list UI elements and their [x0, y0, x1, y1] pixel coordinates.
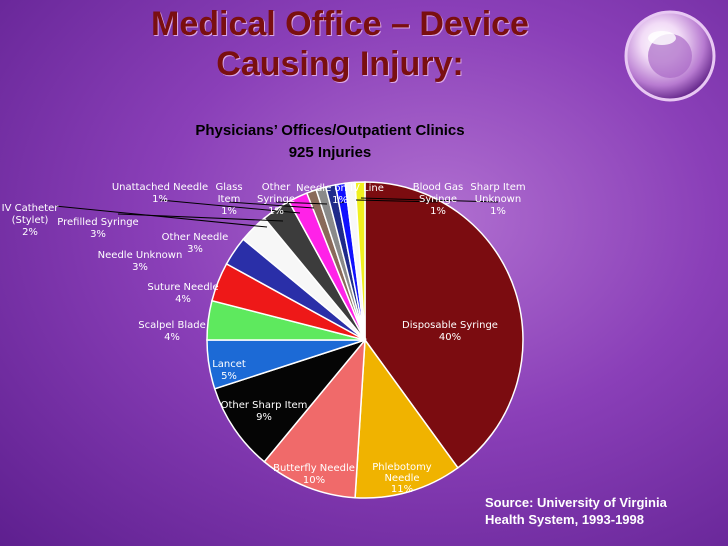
source-line2: Health System, 1993-1998: [485, 512, 644, 527]
leader-line: [228, 201, 315, 209]
slice-label-lancet: Lancet 5%: [212, 359, 246, 382]
slice-label-blood-gas-syringe: Blood Gas Syringe 1%: [413, 182, 464, 217]
slice-label-other-syringe: Other Syringe 1%: [257, 182, 295, 217]
leader-line: [117, 213, 284, 222]
slice-label-suture-needle: Suture Needle 4%: [147, 282, 218, 305]
source-note: Source: University of Virginia Health Sy…: [485, 494, 667, 528]
leader-line: [339, 201, 345, 204]
leader-line: [54, 205, 268, 228]
pie-slice-disposable-syringe: [364, 181, 524, 469]
slice-label-prefilled-syringe: Prefilled Syringe 3%: [57, 217, 138, 240]
slice-label-sharp-item-unknown: Sharp Item Unknown 1%: [470, 182, 525, 217]
leader-line: [275, 201, 328, 205]
chart-title: Physicians’ Offices/Outpatient Clinics: [195, 122, 464, 139]
pie-slice-sharp-item-unknown: [354, 181, 366, 341]
leader-line: [355, 199, 439, 203]
slice-label-iv-catheter: IV Catheter (Stylet) 2%: [2, 203, 60, 238]
slice-label-unattached-needle: Unattached Needle 1%: [112, 182, 208, 205]
leader-line: [159, 199, 301, 214]
slice-label-glass-item: Glass Item 1%: [215, 182, 242, 217]
pie-chart: Physicians’ Offices/Outpatient Clinics 9…: [2, 122, 526, 499]
decorative-orb-icon: [624, 10, 716, 102]
slide-title-line1: Medical Office – Device: [151, 5, 529, 43]
pie-slice-other-sharp-item: [213, 338, 368, 463]
pie-slice-butterfly-needle: [263, 337, 366, 499]
slice-label-other-sharp-item: Other Sharp Item 9%: [221, 400, 308, 423]
slice-label-other-needle: Other Needle 3%: [162, 232, 229, 255]
pie-slices: [206, 181, 524, 499]
chart-subtitle: 925 Injuries: [289, 144, 372, 161]
slice-label-butterfly-needle: Butterfly Needle 10%: [273, 463, 355, 486]
slice-label-phlebotomy-needle: Phlebotomy Needle 11%: [372, 462, 432, 495]
slide-title: Medical Office – Device Causing Injury:: [60, 4, 620, 84]
slice-label-scalpel-blade: Scalpel Blade 4%: [138, 320, 205, 343]
slice-label-needle-unknown: Needle Unknown 3%: [98, 250, 183, 273]
leader-line: [360, 197, 499, 203]
pie-slice-phlebotomy-needle: [354, 337, 459, 499]
slice-label-disposable-syringe: Disposable Syringe 40%: [402, 320, 498, 343]
leader-lines: [54, 197, 499, 228]
slice-label-needle-on-iv-line: Needle on IV Line 1%: [296, 183, 384, 206]
source-line1: Source: University of Virginia: [485, 495, 667, 510]
slide-title-line2: Causing Injury:: [216, 45, 464, 83]
